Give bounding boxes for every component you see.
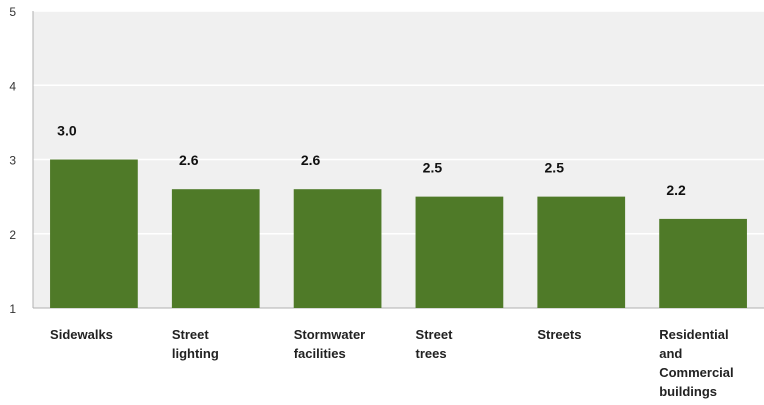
y-tick-label-3: 3 [9,154,16,168]
data-labels: 3.0 2.6 2.6 2.5 2.5 2.2 [57,123,686,198]
bars [50,159,747,308]
data-label-1: 3.0 [57,123,77,139]
data-label-4: 2.5 [423,160,443,176]
data-label-2: 2.6 [179,152,199,168]
y-tick-label-1: 1 [9,302,16,316]
x-tick-label-4: Street trees [416,327,454,361]
bar-1 [50,159,138,308]
x-tick-label-2: Street lighting [172,327,219,361]
bar-2 [171,189,260,308]
bar-4 [415,196,504,308]
x-tick-label-1: Sidewalks [50,327,113,342]
data-label-5: 2.5 [545,160,565,176]
y-tick-label-5: 5 [9,5,16,19]
y-axis-ticks: 1 2 3 4 5 [9,5,16,316]
data-label-6: 2.2 [666,182,686,198]
data-label-3: 2.6 [301,152,321,168]
y-tick-label-2: 2 [9,228,16,242]
gridlines [33,10,764,235]
bar-6 [659,218,747,308]
x-tick-label-6: Residential and Commercial buildings [659,327,733,399]
bar-5 [537,196,626,308]
y-tick-label-4: 4 [9,79,16,93]
x-tick-label-3: Stormwater facilities [294,327,366,361]
x-tick-label-5: Streets [537,327,581,342]
x-axis-labels: Sidewalks Street lighting Stormwater facilit… [50,327,734,399]
bar-3 [293,189,382,308]
